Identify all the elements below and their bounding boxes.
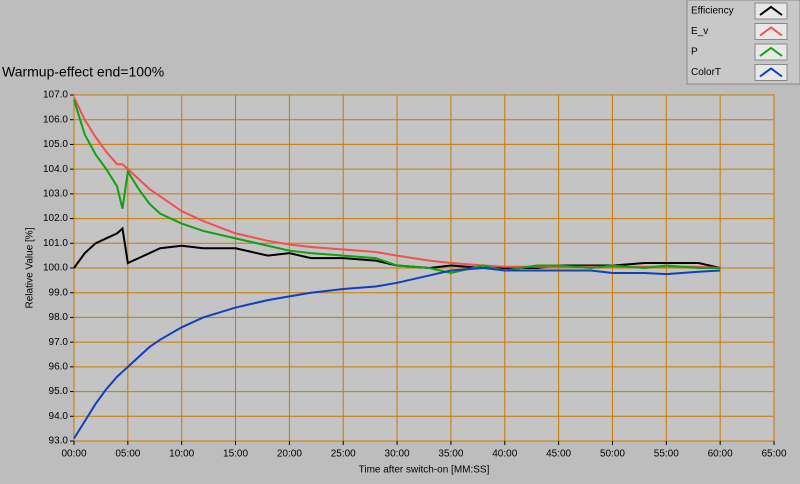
legend-swatch <box>759 46 783 57</box>
x-tick-label: 15:00 <box>223 449 248 460</box>
legend-label: Efficiency <box>691 6 734 17</box>
y-tick-label: 97.0 <box>49 337 69 348</box>
x-tick-label: 00:00 <box>61 449 86 460</box>
legend-swatch <box>759 26 783 37</box>
y-tick-label: 105.0 <box>43 139 68 150</box>
y-axis-label: Relative Value [%] <box>25 227 36 308</box>
x-tick-label: 40:00 <box>492 449 517 460</box>
x-tick-label: 45:00 <box>546 449 571 460</box>
y-tick-label: 102.0 <box>43 213 68 224</box>
legend-swatch <box>759 5 783 16</box>
y-tick-label: 94.0 <box>49 411 69 422</box>
y-tick-label: 93.0 <box>49 436 69 447</box>
y-tick-label: 99.0 <box>49 287 69 298</box>
x-tick-label: 25:00 <box>331 449 356 460</box>
y-tick-label: 107.0 <box>43 90 68 101</box>
legend-swatch <box>759 67 783 78</box>
legend-label: E_v <box>691 26 708 37</box>
y-tick-label: 100.0 <box>43 263 68 274</box>
y-tick-label: 106.0 <box>43 114 68 125</box>
y-tick-label: 98.0 <box>49 312 69 323</box>
legend-swatch-box <box>754 43 788 61</box>
data-line <box>73 226 721 270</box>
x-tick-label: 55:00 <box>654 449 679 460</box>
legend-swatch-box <box>754 64 788 81</box>
y-tick-label: 104.0 <box>43 164 68 175</box>
legend-swatch-box <box>754 2 788 20</box>
x-axis-label: Time after switch-on [MM:SS] <box>359 465 490 476</box>
x-tick-label: 35:00 <box>438 449 463 460</box>
data-line <box>73 99 721 274</box>
data-line <box>73 266 721 440</box>
legend-swatch-box <box>754 23 788 40</box>
x-tick-label: 30:00 <box>385 449 410 460</box>
data-line <box>73 97 721 269</box>
x-tick-label: 60:00 <box>708 449 733 460</box>
legend-label: ColorT <box>691 67 721 78</box>
y-tick-label: 95.0 <box>49 386 69 397</box>
legend-label: P <box>691 47 698 58</box>
y-tick-label: 103.0 <box>43 188 68 199</box>
y-tick-label: 96.0 <box>49 361 69 372</box>
x-tick-label: 65:00 <box>761 449 786 460</box>
x-tick-label: 10:00 <box>169 449 194 460</box>
chart-title: Warmup-effect end=100% <box>2 64 164 80</box>
x-tick-label: 05:00 <box>115 449 140 460</box>
x-tick-label: 20:00 <box>277 449 302 460</box>
y-tick-label: 101.0 <box>43 238 68 249</box>
x-tick-label: 50:00 <box>600 449 625 460</box>
